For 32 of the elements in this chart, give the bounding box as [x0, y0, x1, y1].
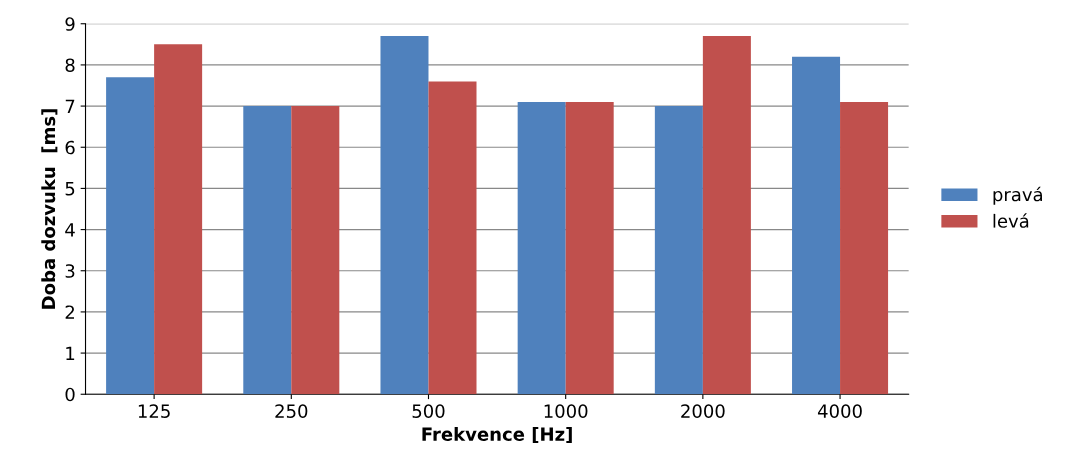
bar	[380, 36, 429, 395]
bar	[106, 77, 155, 395]
x-tick-label: 500	[412, 404, 445, 418]
bar	[517, 101, 566, 395]
x-tick-label: 4000	[817, 404, 862, 418]
bar	[792, 56, 841, 395]
y-tick-label: 7	[65, 99, 75, 113]
y-tick-label: 5	[65, 182, 75, 196]
y-tick-label: 9	[65, 17, 75, 31]
x-tick-label: 1000	[544, 404, 588, 418]
bar	[702, 36, 751, 395]
x-tick-label: 2000	[681, 404, 725, 418]
legend-label: levá	[993, 213, 1029, 228]
bar	[840, 101, 889, 395]
y-tick-label: 8	[65, 58, 75, 73]
bar	[428, 81, 477, 395]
y-tick-label: 6	[65, 140, 75, 155]
x-tick-label: 125	[138, 404, 170, 418]
x-axis-title: Frekvence [Hz]	[422, 427, 572, 444]
y-tick-label: 1	[66, 346, 75, 360]
y-tick-label: 0	[65, 387, 75, 402]
bar	[243, 106, 292, 395]
y-axis-title: Doba dozvuku [ms]	[41, 109, 58, 309]
bar	[154, 44, 203, 395]
x-tick-label: 250	[275, 404, 308, 418]
legend-label: pravá	[993, 186, 1042, 205]
y-tick-label: 2	[65, 305, 74, 319]
bar	[565, 101, 614, 395]
y-tick-label: 3	[65, 264, 75, 278]
bar	[654, 106, 703, 395]
y-tick-label: 4	[65, 223, 75, 237]
bar	[291, 106, 340, 395]
